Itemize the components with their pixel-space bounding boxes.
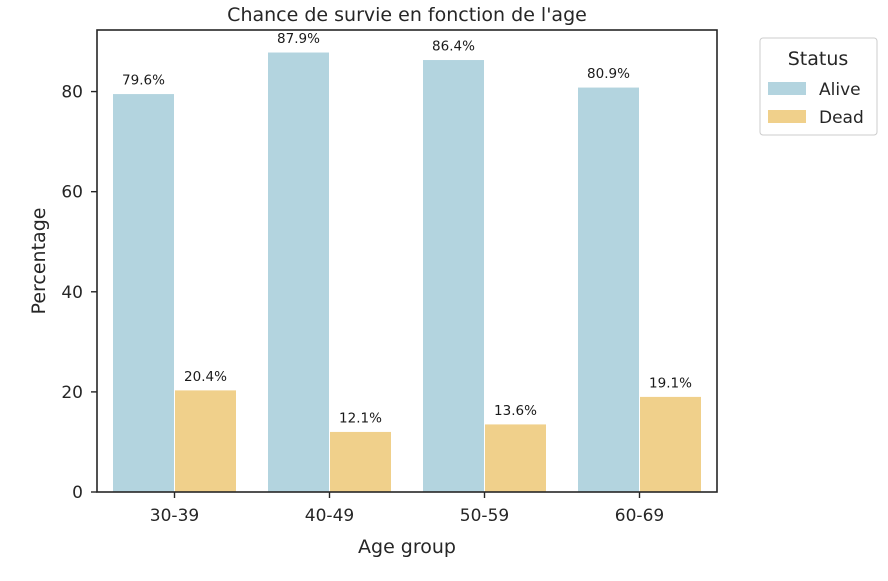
x-tick-label-30-39: 30-39 [150, 506, 199, 526]
chart-title: Chance de survie en fonction de l'age [227, 4, 587, 26]
data-label-dead-30-39: 20.4% [184, 369, 227, 385]
bar-alive-40-49 [267, 51, 330, 493]
data-label-alive-30-39: 79.6% [122, 73, 165, 89]
legend: Status Alive Dead [759, 37, 878, 136]
bars-group [112, 51, 702, 493]
bar-alive-30-39 [112, 93, 175, 493]
legend-swatch-alive [768, 82, 806, 95]
bar-alive-50-59 [422, 59, 485, 493]
y-tick-label-60: 60 [61, 183, 83, 203]
data-labels-group: 79.6% 20.4% 87.9% 12.1% 86.4% 13.6% 80.9% 19.1% [122, 31, 692, 426]
bar-dead-40-49 [329, 430, 392, 493]
x-tick-label-60-69: 60-69 [615, 506, 664, 526]
legend-title: Status [788, 48, 849, 70]
legend-label-alive: Alive [819, 80, 861, 100]
data-label-alive-60-69: 80.9% [587, 66, 630, 82]
legend-swatch-dead [768, 110, 806, 123]
y-axis: 0 20 40 60 80 [61, 83, 97, 503]
x-axis: 30-39 40-49 50-59 60-69 [150, 492, 664, 526]
data-label-dead-50-59: 13.6% [494, 403, 537, 419]
bar-dead-60-69 [639, 395, 702, 493]
x-axis-title: Age group [358, 536, 456, 558]
x-tick-label-50-59: 50-59 [460, 506, 509, 526]
bar-dead-30-39 [174, 389, 237, 493]
data-label-alive-40-49: 87.9% [277, 31, 320, 47]
y-tick-label-0: 0 [72, 483, 83, 503]
x-tick-label-40-49: 40-49 [305, 506, 354, 526]
data-label-alive-50-59: 86.4% [432, 39, 475, 55]
legend-label-dead: Dead [819, 108, 864, 128]
bar-dead-50-59 [484, 423, 547, 493]
data-label-dead-40-49: 12.1% [339, 410, 382, 426]
data-label-dead-60-69: 19.1% [649, 375, 692, 391]
y-axis-title: Percentage [28, 208, 50, 315]
y-tick-label-40: 40 [61, 283, 83, 303]
plot-frame [96, 29, 718, 493]
y-tick-label-20: 20 [61, 383, 83, 403]
bar-alive-60-69 [577, 86, 640, 493]
y-tick-label-80: 80 [61, 83, 83, 103]
